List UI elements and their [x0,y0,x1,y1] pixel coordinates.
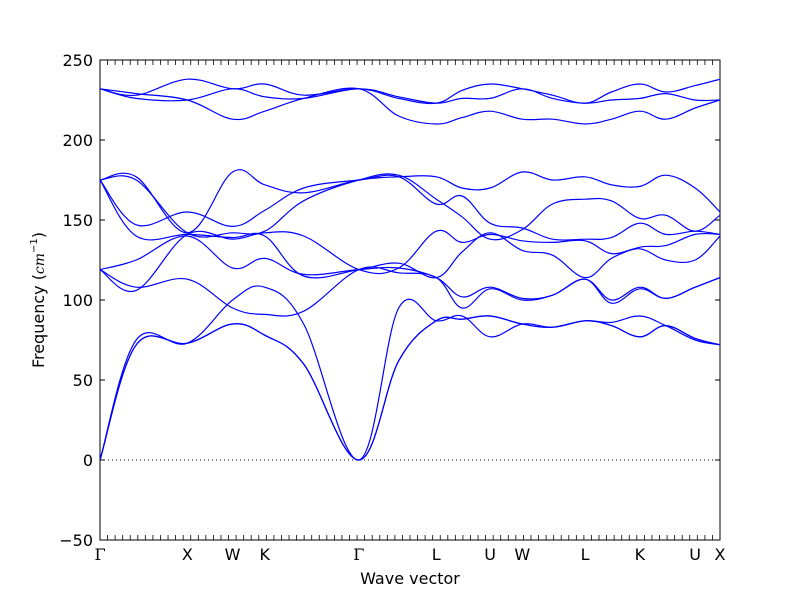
phonon-branch-6 [100,229,720,293]
phonon-branch-2 [100,315,720,461]
y-tick-label: 100 [62,291,93,310]
y-tick-label: 0 [83,451,93,470]
x-tick-label: K [259,545,270,564]
x-axis-title: Wave vector [360,569,460,588]
x-tick-label: L [581,545,590,564]
x-tick-label: W [225,545,241,564]
phonon-branch-13 [100,78,720,105]
x-tick-label: U [484,545,496,564]
phonon-branch-7 [100,179,720,279]
y-axis: −50 0 50 100 150 200 250 [59,51,720,550]
y-tick-label: 50 [73,371,93,390]
y-axis-title-close: ) [29,232,48,238]
x-tick-label: U [689,545,701,564]
phonon-branch-8 [100,174,720,241]
y-tick-label: −50 [59,531,93,550]
y-axis-title-text: Frequency ( [29,274,48,368]
phonon-branch-5 [100,235,720,301]
phonon-branch-11 [100,87,720,125]
phonon-branch-10 [100,169,720,234]
y-axis-title-unit: cm [32,253,48,274]
y-tick-label: 200 [62,131,93,150]
x-tick-label: L [432,545,441,564]
x-tick-label: W [514,545,530,564]
y-tick-label: 150 [62,211,93,230]
phonon-branch-4 [100,266,720,317]
phonon-branch-3 [100,285,720,461]
x-tick-label: Γ [94,545,105,564]
x-tick-label: K [635,545,646,564]
x-tick-label: X [182,545,193,564]
x-tick-label: Γ [353,545,364,564]
series-group [100,78,720,461]
phonon-branch-9 [100,173,720,241]
y-tick-label: 250 [62,51,93,70]
x-tick-label: X [715,545,726,564]
y-axis-title: Frequency (cm−1) [29,232,48,368]
y-axis-title-exponent: −1 [29,238,40,253]
